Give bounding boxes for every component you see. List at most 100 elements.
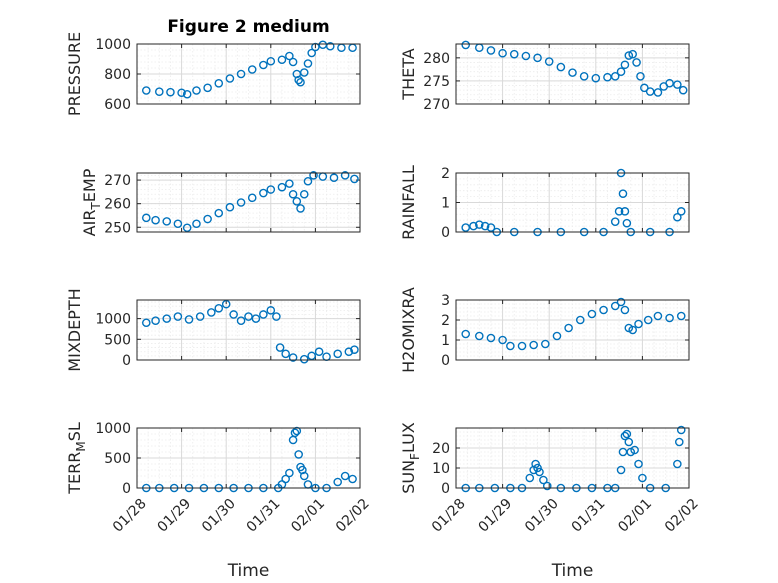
data-point — [673, 212, 682, 222]
data-point — [653, 311, 663, 321]
data-point — [277, 55, 287, 65]
y-tick-label: 270 — [423, 97, 450, 113]
y-axis-label: AIRTEMP — [80, 168, 103, 236]
y-tick-label: 0 — [122, 481, 131, 497]
data-point — [151, 215, 160, 225]
data-point — [509, 49, 519, 59]
data-point — [620, 431, 630, 441]
axes-frame — [455, 43, 690, 105]
plot-area — [456, 300, 689, 360]
data-point — [307, 48, 316, 58]
data-point — [544, 57, 554, 66]
data-point — [622, 218, 632, 228]
y-tick-label: 0 — [441, 481, 450, 497]
data-point — [309, 171, 318, 180]
data-point — [281, 349, 290, 359]
y-tick-label: 600 — [104, 97, 131, 113]
data-point — [333, 477, 343, 487]
data-point — [678, 85, 688, 95]
chart-title: Figure 2 medium — [167, 17, 329, 37]
data-point — [541, 339, 550, 349]
data-point — [221, 299, 231, 309]
data-point — [350, 345, 359, 354]
axes-frame — [136, 427, 361, 489]
data-point — [599, 305, 608, 315]
axes-frame — [136, 43, 361, 105]
data-point — [506, 341, 515, 351]
data-point — [151, 316, 160, 325]
data-point — [480, 221, 490, 231]
data-point — [203, 214, 212, 224]
plot-area — [137, 300, 360, 360]
data-point — [192, 219, 201, 229]
y-tick-label: 500 — [104, 332, 131, 348]
data-point — [542, 481, 552, 491]
data-point — [285, 468, 294, 478]
axes-frame — [455, 299, 690, 361]
data-point — [634, 459, 643, 469]
data-point — [299, 471, 309, 481]
data-point — [266, 56, 276, 66]
data-point — [521, 51, 531, 61]
data-point — [277, 182, 287, 192]
y-axis-label: H2OMIXRA — [399, 287, 418, 373]
data-point — [636, 72, 645, 81]
y-tick-label: 2 — [441, 166, 450, 182]
data-point — [266, 306, 276, 315]
data-point — [638, 473, 647, 483]
data-point — [214, 79, 224, 88]
data-point — [236, 198, 246, 207]
data-point — [665, 78, 674, 88]
data-point — [525, 473, 535, 483]
data-point — [535, 467, 544, 477]
data-point — [348, 474, 357, 484]
data-point — [203, 83, 212, 93]
data-point — [141, 318, 151, 328]
data-point — [294, 75, 303, 85]
y-tick-label: 275 — [423, 74, 450, 90]
data-point — [610, 301, 620, 311]
data-point — [461, 40, 471, 50]
data-point — [333, 349, 343, 359]
y-tick-label: 1000 — [95, 37, 131, 53]
data-point — [275, 343, 285, 352]
data-point — [640, 83, 649, 93]
y-tick-label: 20 — [432, 441, 450, 457]
data-point — [533, 463, 542, 473]
data-point — [214, 208, 224, 218]
axes-frame — [455, 172, 690, 233]
data-point — [281, 474, 290, 484]
y-tick-label: 1000 — [95, 312, 131, 328]
data-point — [229, 310, 238, 319]
y-tick-label: 800 — [104, 67, 131, 83]
data-point — [461, 223, 471, 232]
data-point — [676, 311, 686, 321]
data-point — [552, 331, 562, 341]
y-tick-label: 0 — [441, 353, 450, 369]
data-point — [634, 319, 643, 329]
data-point — [225, 202, 235, 212]
y-tick-label: 0 — [122, 353, 131, 369]
data-point — [236, 69, 246, 79]
data-point — [517, 341, 527, 351]
subplot-2: 270 275 280 THETA — [399, 40, 690, 113]
data-point — [622, 429, 632, 439]
data-point — [350, 174, 359, 184]
subplot-4: 0 1 2 RAINFALL — [399, 165, 690, 241]
data-point — [251, 314, 261, 323]
data-point — [486, 223, 496, 232]
data-point — [610, 217, 620, 226]
data-point — [624, 51, 634, 60]
y-tick-label: 500 — [104, 451, 131, 467]
data-point — [141, 86, 151, 95]
data-point — [653, 88, 663, 97]
y-axis-label: SUNFLUX — [399, 422, 422, 494]
data-point — [579, 72, 589, 81]
data-point — [311, 42, 320, 52]
data-point — [299, 189, 309, 199]
data-point — [296, 204, 305, 213]
data-point — [665, 313, 674, 323]
data-point — [154, 87, 164, 96]
data-point — [616, 67, 626, 76]
series-markers — [461, 297, 686, 351]
